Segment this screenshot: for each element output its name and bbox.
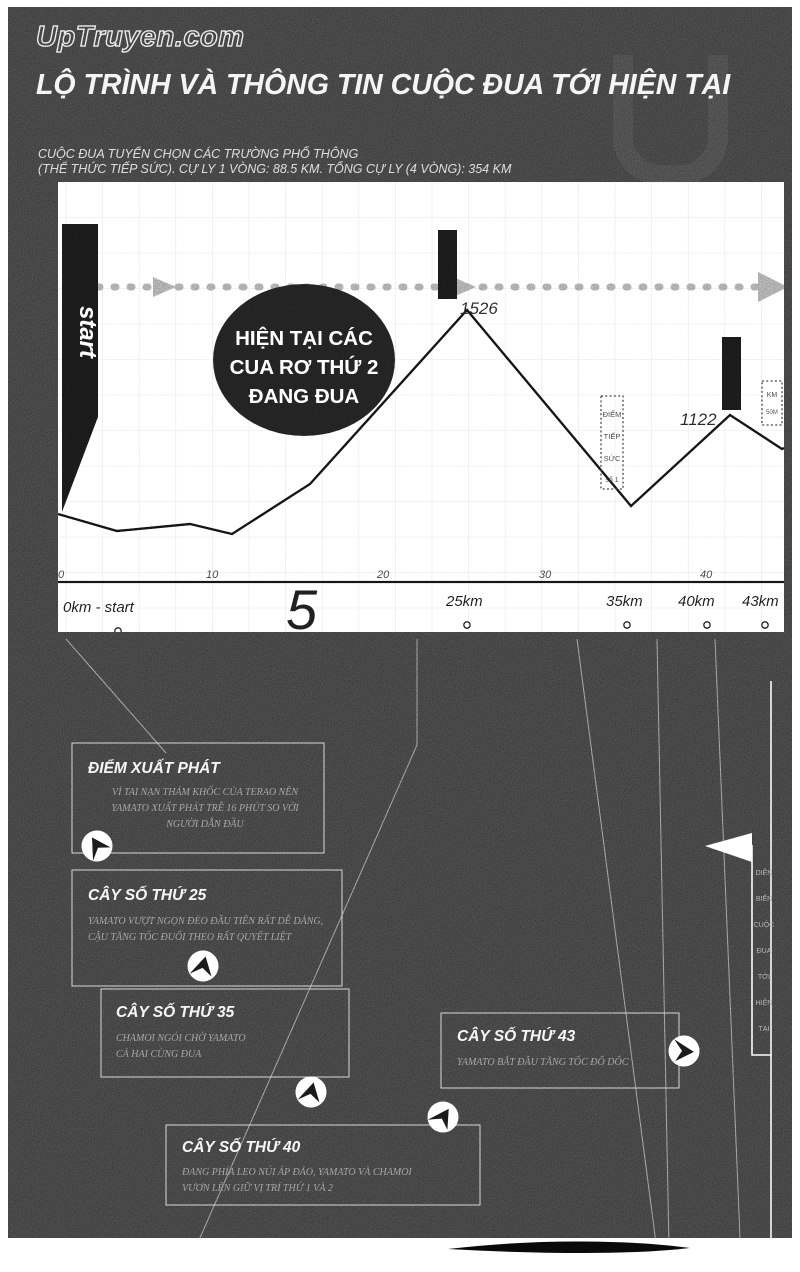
svg-text:CÂY SỐ THỨ 43: CÂY SỐ THỨ 43	[457, 1027, 576, 1045]
svg-text:CẬU TĂNG TỐC ĐUỔI THEO RẤT QUY: CẬU TĂNG TỐC ĐUỔI THEO RẤT QUYẾT LIỆT	[88, 930, 293, 943]
svg-text:25km: 25km	[445, 593, 483, 610]
svg-text:ĐIỂM XUẤT PHÁT: ĐIỂM XUẤT PHÁT	[88, 759, 221, 777]
svg-text:CÂY SỐ THỨ 35: CÂY SỐ THỨ 35	[116, 1003, 235, 1021]
svg-text:CẢ HAI CÙNG ĐUA: CẢ HAI CÙNG ĐUA	[116, 1048, 202, 1060]
svg-text:CÂY SỐ THỨ 25: CÂY SỐ THỨ 25	[88, 886, 207, 904]
svg-text:YAMATO XUẤT PHÁT TRỄ 16 PHÚT S: YAMATO XUẤT PHÁT TRỄ 16 PHÚT SO VỚI	[111, 801, 299, 814]
svg-text:start: start	[74, 306, 101, 359]
svg-text:35km: 35km	[606, 593, 643, 610]
svg-text:HIỆN TẠI CÁC: HIỆN TẠI CÁC	[235, 326, 373, 350]
svg-text:ĐUA: ĐUA	[757, 948, 772, 955]
svg-text:NGƯỜI DẪN ĐẦU: NGƯỜI DẪN ĐẦU	[165, 817, 244, 830]
svg-text:20: 20	[376, 569, 390, 581]
svg-text:50M: 50M	[766, 410, 778, 416]
svg-text:30: 30	[539, 569, 552, 581]
svg-text:40: 40	[700, 569, 713, 581]
svg-text:ĐANG ĐUA: ĐANG ĐUA	[249, 385, 360, 408]
svg-text:VƯƠN LÊN GIỮ VỊ TRÍ THỨ 1 VÀ 2: VƯƠN LÊN GIỮ VỊ TRÍ THỨ 1 VÀ 2	[182, 1182, 333, 1194]
svg-text:TỚI: TỚI	[758, 972, 770, 981]
svg-text:SỨC: SỨC	[604, 454, 621, 463]
svg-text:số 1: số 1	[605, 475, 618, 484]
svg-text:ĐIỂM: ĐIỂM	[603, 410, 622, 419]
svg-text:YAMATO VƯỢT NGỌN ĐÈO ĐẦU TIÊN: YAMATO VƯỢT NGỌN ĐÈO ĐẦU TIÊN RẤT DỄ DÀN…	[88, 914, 323, 927]
svg-text:40km: 40km	[678, 593, 715, 610]
svg-text:CUA RƠ THỨ 2: CUA RƠ THỨ 2	[230, 355, 379, 379]
svg-text:KM: KM	[767, 392, 778, 399]
svg-text:1526: 1526	[460, 299, 498, 318]
svg-text:YAMATO BẮT ĐẦU TĂNG TỐC ĐỔ DỐC: YAMATO BẮT ĐẦU TĂNG TỐC ĐỔ DỐC	[457, 1055, 629, 1068]
svg-text:VÌ TAI NẠN THẢM KHỐC CỦA TERAO: VÌ TAI NẠN THẢM KHỐC CỦA TERAO NÊN	[112, 785, 299, 798]
svg-text:TẠI: TẠI	[759, 1026, 770, 1033]
svg-text:0: 0	[58, 569, 65, 581]
svg-text:0km - start: 0km - start	[63, 599, 135, 616]
svg-text:1122: 1122	[680, 410, 717, 429]
svg-text:CUỘC: CUỘC	[754, 920, 775, 929]
svg-text:10: 10	[206, 569, 219, 581]
svg-text:CÂY SỐ THỨ 40: CÂY SỐ THỨ 40	[182, 1138, 301, 1156]
svg-text:BIẾN: BIẾN	[756, 893, 772, 903]
svg-text:TIẾP: TIẾP	[604, 431, 621, 441]
svg-text:43km: 43km	[742, 593, 779, 610]
svg-text:ĐANG PHÍA LEO NÚI ÁP ĐẢO, YAMA: ĐANG PHÍA LEO NÚI ÁP ĐẢO, YAMATO VÀ CHAM…	[181, 1166, 412, 1178]
svg-text:CHAMOI NGÓI CHỜ YAMATO: CHAMOI NGÓI CHỜ YAMATO	[116, 1032, 246, 1044]
svg-text:HIỆN: HIỆN	[756, 998, 773, 1007]
svg-text:5: 5	[286, 578, 318, 632]
svg-text:DIỄN: DIỄN	[756, 868, 773, 877]
